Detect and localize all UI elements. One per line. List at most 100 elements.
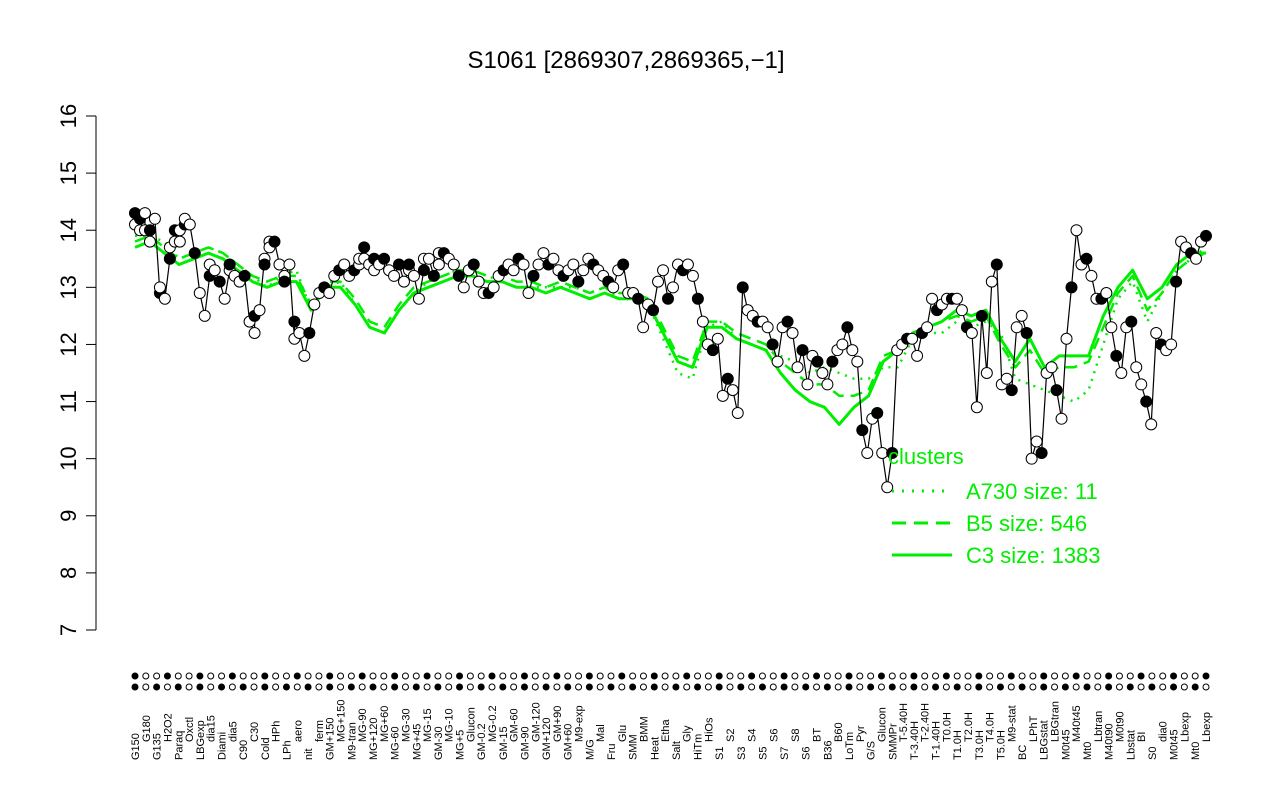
x-rug-mark <box>888 672 896 680</box>
data-point <box>358 241 371 254</box>
x-rug-mark <box>499 672 507 680</box>
x-rug-mark <box>996 683 1004 691</box>
data-point <box>447 258 460 271</box>
data-point <box>577 264 590 277</box>
data-point <box>457 281 470 294</box>
x-rug-mark <box>1094 672 1102 680</box>
data-point <box>208 264 221 277</box>
x-tick-label: M0t45 <box>1169 729 1181 760</box>
data-point <box>537 247 550 260</box>
x-rug-mark <box>607 672 615 680</box>
x-rug-mark <box>499 683 507 691</box>
x-rug-mark <box>964 672 972 680</box>
x-tick-label: GM-90 <box>519 726 531 760</box>
x-rug-mark <box>163 683 171 691</box>
x-rug-mark <box>791 683 799 691</box>
data-point <box>567 258 580 271</box>
x-rug-mark <box>575 672 583 680</box>
x-rug-mark <box>174 672 182 680</box>
x-rug-mark <box>1148 672 1156 680</box>
x-tick-label: MG+45 <box>411 724 423 760</box>
data-point <box>662 292 675 305</box>
legend-label: B5 size: 546 <box>966 511 1087 536</box>
x-rug-mark <box>683 672 691 680</box>
data-point <box>1145 418 1158 431</box>
x-tick-label: Mt0 <box>1190 742 1202 760</box>
data-point <box>846 344 859 357</box>
x-rug-mark <box>672 683 680 691</box>
x-rug-mark <box>629 672 637 680</box>
x-rug-mark <box>1018 672 1026 680</box>
x-tick-label: G135 <box>152 733 164 760</box>
x-tick-label: dia0 <box>1158 721 1170 742</box>
data-point <box>617 258 630 271</box>
data-point <box>1030 435 1043 448</box>
y-tick-label: 7 <box>56 624 81 636</box>
x-rug-mark <box>391 672 399 680</box>
data-point <box>1100 287 1113 300</box>
x-rug-mark <box>1115 672 1123 680</box>
x-rug-mark <box>218 672 226 680</box>
x-tick-label: GM-30 <box>433 726 445 760</box>
data-point <box>811 355 824 368</box>
data-point <box>607 281 620 294</box>
x-rug-mark <box>250 672 258 680</box>
data-point <box>223 258 236 271</box>
x-tick-label: BMM <box>638 716 650 742</box>
x-tick-label: G150 <box>130 733 142 760</box>
x-rug-mark <box>153 672 161 680</box>
data-point <box>278 275 291 288</box>
x-rug-mark <box>856 683 864 691</box>
data-point <box>1130 361 1143 374</box>
data-point <box>771 355 784 368</box>
x-rug-mark <box>1040 672 1048 680</box>
x-rug-mark <box>834 672 842 680</box>
x-tick-label: SMMPr <box>887 723 899 760</box>
x-tick-label: S2 <box>725 729 737 742</box>
x-tick-label: MG+5 <box>455 730 467 760</box>
data-point <box>138 207 151 220</box>
x-tick-label: Salt <box>671 741 683 760</box>
data-point <box>761 321 774 334</box>
x-rug-mark <box>1126 683 1134 691</box>
x-rug-mark <box>953 683 961 691</box>
data-point <box>572 275 585 288</box>
x-tick-label: C30 <box>249 722 261 742</box>
x-rug-mark <box>347 672 355 680</box>
x-rug-mark <box>1105 672 1113 680</box>
data-point <box>293 327 306 340</box>
x-tick-label: M0t90 <box>1114 711 1126 742</box>
x-rug-mark <box>272 672 280 680</box>
x-rug-mark <box>326 672 334 680</box>
data-point <box>1135 378 1148 391</box>
data-point <box>921 321 934 334</box>
x-rug-mark <box>510 672 518 680</box>
x-tick-label: H2O2 <box>162 713 174 742</box>
series-line <box>135 234 1207 403</box>
data-point <box>1005 384 1018 397</box>
x-tick-label: Cold <box>260 737 272 760</box>
x-rug-mark <box>1094 683 1102 691</box>
x-rug-mark <box>401 683 409 691</box>
data-point <box>637 321 650 334</box>
data-point <box>1140 395 1153 408</box>
x-tick-label: LBGstat <box>1039 720 1051 760</box>
x-tick-label: T5.0H <box>995 730 1007 760</box>
data-point <box>547 252 560 265</box>
x-tick-label: GM-0.2 <box>476 723 488 760</box>
data-point <box>955 304 968 317</box>
x-rug-mark <box>986 672 994 680</box>
x-rug-mark <box>1180 672 1188 680</box>
data-point <box>432 258 445 271</box>
x-rug-mark <box>650 672 658 680</box>
data-point <box>1000 372 1013 385</box>
data-point <box>1010 321 1023 334</box>
x-rug-mark <box>953 672 961 680</box>
x-tick-label: Etha <box>660 718 672 742</box>
data-point <box>1015 309 1028 322</box>
x-tick-label: HiTm <box>693 734 705 760</box>
x-rug-mark <box>769 672 777 680</box>
x-rug-mark <box>564 683 572 691</box>
data-point <box>801 378 814 391</box>
x-rug-mark <box>834 683 842 691</box>
